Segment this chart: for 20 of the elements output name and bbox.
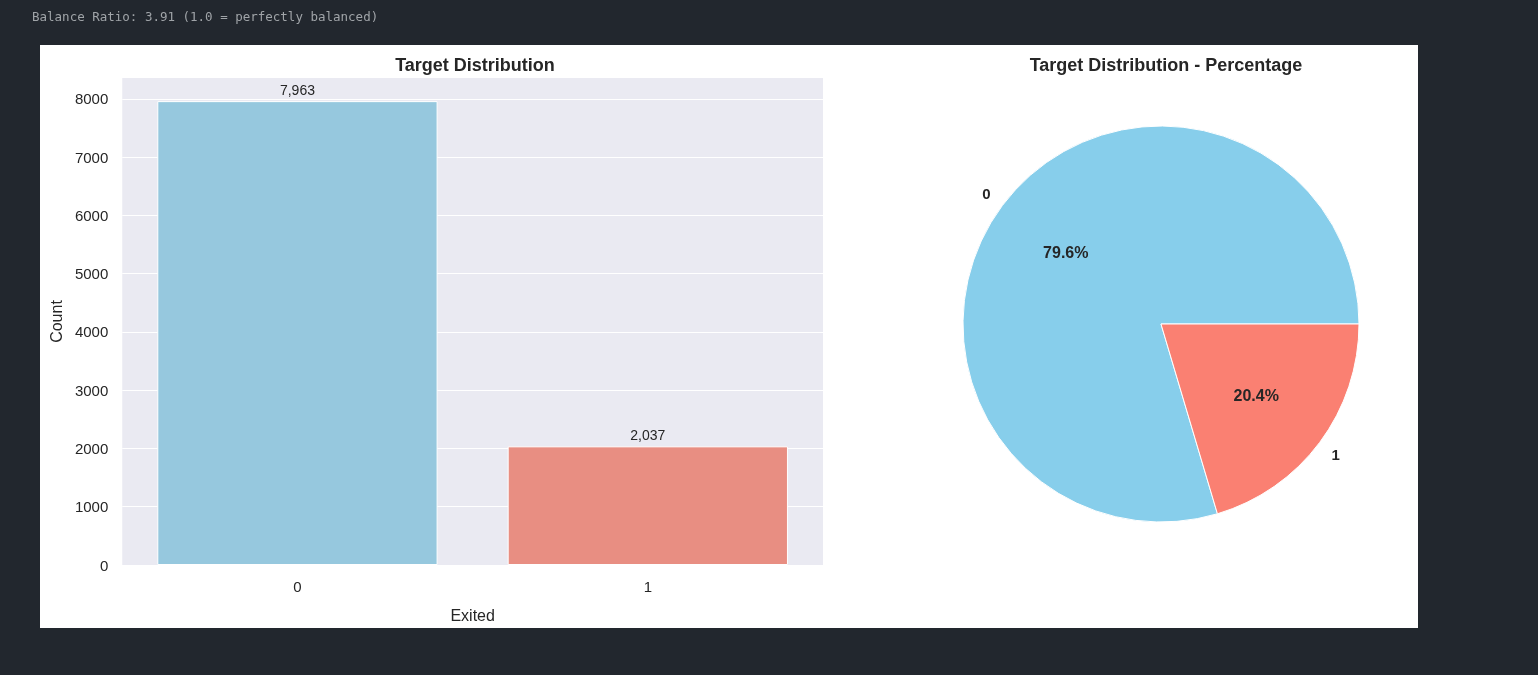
data-label: 20.4% — [1233, 386, 1279, 404]
y-tick-label: 8000 — [74, 90, 109, 108]
data-label: 2,037 — [630, 427, 666, 444]
y-axis-title: Count — [47, 299, 65, 343]
y-tick-label: 4000 — [74, 323, 109, 341]
y-tick-label: 1000 — [74, 498, 109, 516]
x-axis-title: Exited — [450, 606, 495, 624]
chart-title: Target Distribution — [395, 55, 555, 75]
y-tick-label: 6000 — [74, 206, 109, 224]
slice-label: 0 — [982, 185, 991, 203]
y-tick-label: 7000 — [74, 148, 109, 166]
data-label: 79.6% — [1043, 244, 1089, 262]
y-tick-label: 5000 — [74, 265, 109, 283]
text: Balance Ratio: 3.91 (1.0 = perfectly balanced) — [32, 9, 379, 24]
y-tick-label: 3000 — [74, 381, 109, 399]
slice-label: 1 — [1331, 445, 1340, 463]
y-tick-label: 0 — [99, 556, 109, 574]
y-tick-label: 2000 — [74, 439, 109, 457]
data-label: 7,963 — [279, 82, 316, 99]
chart-title: Target Distribution - Percentage — [1029, 55, 1303, 75]
